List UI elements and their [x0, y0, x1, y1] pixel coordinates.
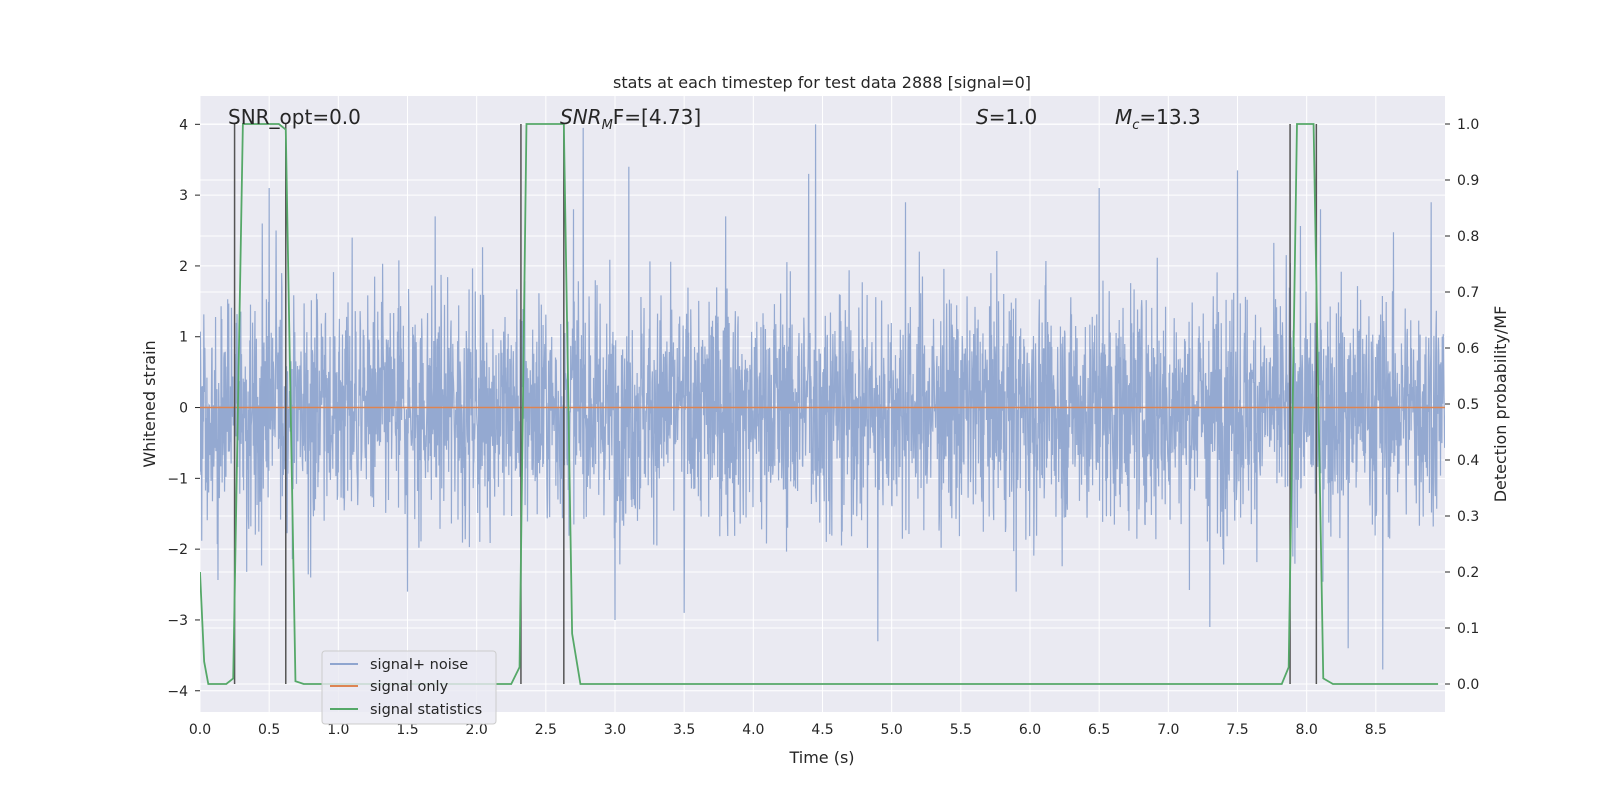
y2-tick-label: 0.1 — [1457, 621, 1479, 637]
legend: signal+ noise signal only signal statist… — [321, 650, 497, 725]
x-tick-label: 5.5 — [950, 722, 972, 738]
y2-tick-label: 0.7 — [1457, 285, 1479, 301]
annotation-snr-mf: SNRMF=[4.73] — [560, 105, 701, 133]
y-tick-label: 3 — [179, 188, 188, 204]
s-var: S — [976, 105, 989, 129]
snr-mf-sub: M — [602, 118, 613, 133]
x-tick-label: 5.0 — [881, 722, 903, 738]
annotation-s: S=1.0 — [976, 105, 1037, 129]
mc-rest: =13.3 — [1139, 105, 1200, 129]
signal-statistics-line — [200, 123, 1439, 685]
x-tick-label: 0.5 — [258, 722, 280, 738]
snr-mf-rest: F=[4.73] — [613, 105, 701, 129]
y-tick-label: −1 — [167, 471, 188, 487]
s-rest: =1.0 — [989, 105, 1038, 129]
legend-box — [321, 650, 497, 725]
legend-label-noise: signal+ noise — [370, 657, 468, 673]
y-axis-ticks: 4 3 2 1 0 −1 −2 −3 −4 — [167, 117, 200, 700]
y-tick-label: −4 — [167, 684, 188, 700]
x-tick-label: 7.5 — [1226, 722, 1248, 738]
y2-tick-label: 0.4 — [1457, 453, 1479, 469]
x-tick-label: 1.5 — [396, 722, 418, 738]
y-tick-label: −2 — [167, 542, 188, 558]
x-tick-label: 3.0 — [604, 722, 626, 738]
y2-axis-ticks: 1.0 0.9 0.8 0.7 0.6 0.5 0.4 0.3 0.2 0.1 0.0 — [1445, 117, 1479, 693]
legend-label-stats: signal statistics — [370, 702, 482, 718]
y2-tick-label: 1.0 — [1457, 117, 1479, 133]
x-tick-label: 2.5 — [535, 722, 557, 738]
y2-axis-label: Detection probability/MF — [1491, 306, 1510, 503]
mc-var: M — [1115, 105, 1132, 129]
x-tick-label: 1.0 — [327, 722, 349, 738]
snr-mf-base: SNR — [560, 105, 602, 129]
x-tick-label: 8.5 — [1365, 722, 1387, 738]
signal-noise-series — [200, 124, 1445, 670]
signal-statistics-series — [200, 123, 1439, 685]
x-tick-label: 2.0 — [466, 722, 488, 738]
chart-title: stats at each timestep for test data 288… — [613, 73, 1031, 92]
y2-tick-label: 0.0 — [1457, 677, 1479, 693]
y-tick-label: 1 — [179, 330, 188, 346]
annotation-snr-opt: SNR_opt=0.0 — [228, 105, 361, 129]
x-tick-label: 4.0 — [742, 722, 764, 738]
y2-tick-label: 0.2 — [1457, 565, 1479, 581]
x-tick-label: 0.0 — [189, 722, 211, 738]
y2-tick-label: 0.5 — [1457, 397, 1479, 413]
annotation-mc: Mc=13.3 — [1115, 105, 1201, 133]
x-tick-label: 8.0 — [1296, 722, 1318, 738]
x-axis-label: Time (s) — [788, 748, 854, 767]
y-tick-label: −3 — [167, 613, 188, 629]
y-tick-label: 4 — [179, 117, 188, 133]
y2-tick-label: 0.9 — [1457, 173, 1479, 189]
x-axis-ticks: 0.0 0.5 1.0 1.5 2.0 2.5 3.0 3.5 4.0 4.5 5.0 5.5 6.0 6… — [189, 722, 1387, 738]
mc-sub: c — [1132, 118, 1139, 133]
y-tick-label: 0 — [179, 401, 188, 417]
signal-noise-line — [200, 124, 1445, 670]
y2-tick-label: 0.3 — [1457, 509, 1479, 525]
legend-label-signal: signal only — [370, 679, 449, 695]
x-tick-label: 3.5 — [673, 722, 695, 738]
y-tick-label: 2 — [179, 259, 188, 275]
x-tick-label: 6.5 — [1088, 722, 1110, 738]
y2-tick-label: 0.6 — [1457, 341, 1479, 357]
x-tick-label: 7.0 — [1157, 722, 1179, 738]
y2-tick-label: 0.8 — [1457, 229, 1479, 245]
x-tick-label: 6.0 — [1019, 722, 1041, 738]
y-axis-label: Whitened strain — [140, 340, 159, 467]
x-tick-label: 4.5 — [811, 722, 833, 738]
